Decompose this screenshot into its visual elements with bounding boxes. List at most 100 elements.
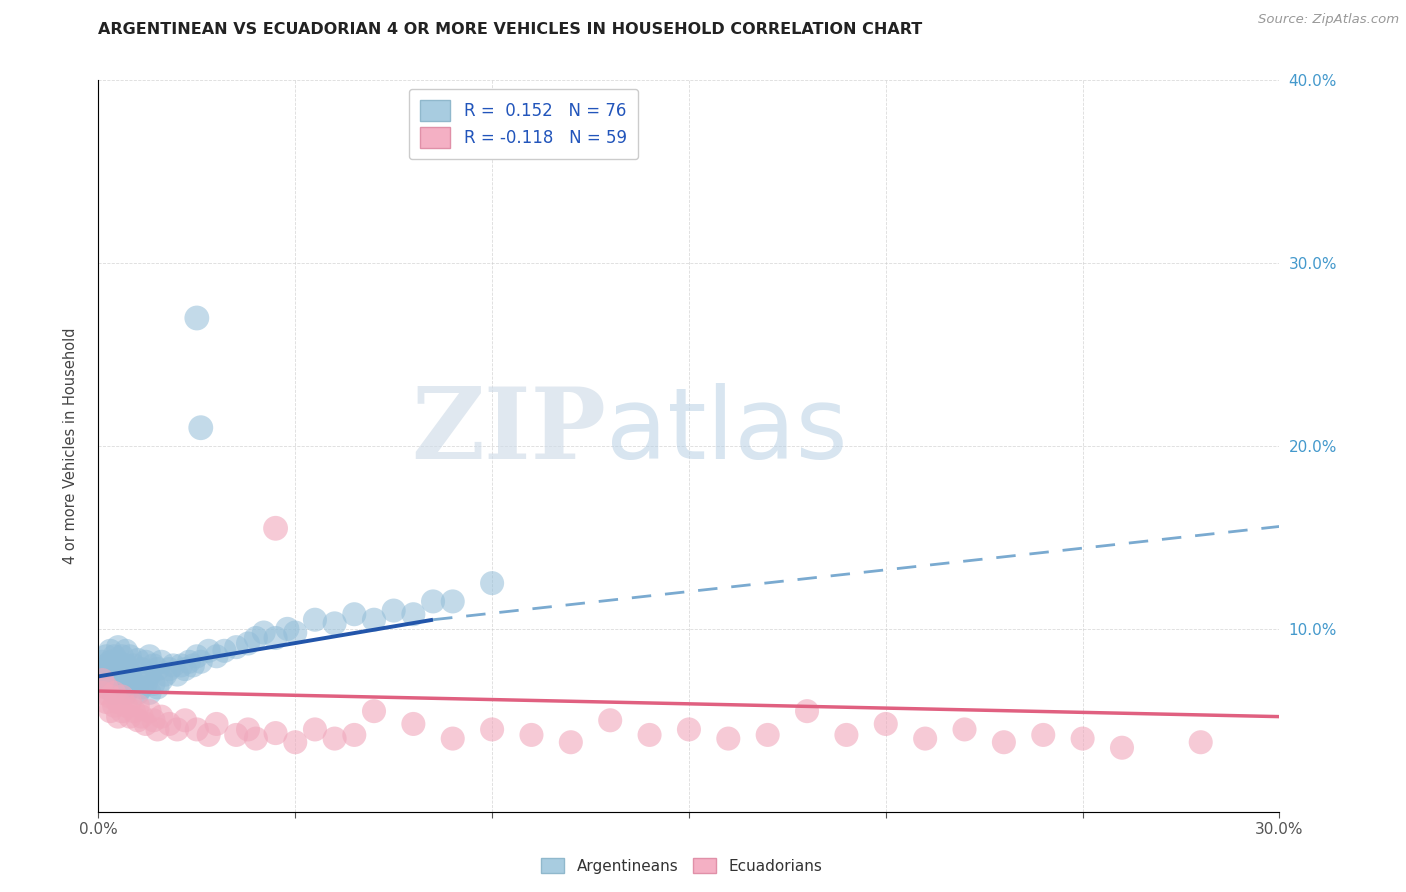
Point	[111, 676, 134, 690]
Point	[304, 723, 326, 737]
Point	[91, 673, 114, 687]
Point	[560, 735, 582, 749]
Point	[756, 728, 779, 742]
Point	[363, 704, 385, 718]
Point	[127, 671, 149, 685]
Point	[103, 686, 125, 700]
Point	[717, 731, 740, 746]
Point	[481, 723, 503, 737]
Point	[103, 698, 125, 713]
Point	[138, 704, 160, 718]
Legend: R =  0.152   N = 76, R = -0.118   N = 59: R = 0.152 N = 76, R = -0.118 N = 59	[409, 88, 638, 160]
Point	[1032, 728, 1054, 742]
Point	[115, 698, 138, 713]
Point	[638, 728, 661, 742]
Point	[142, 676, 165, 690]
Point	[98, 704, 121, 718]
Point	[107, 709, 129, 723]
Point	[91, 655, 114, 669]
Point	[520, 728, 543, 742]
Point	[264, 726, 287, 740]
Point	[481, 576, 503, 591]
Point	[103, 649, 125, 664]
Point	[264, 521, 287, 535]
Point	[166, 723, 188, 737]
Point	[115, 686, 138, 700]
Point	[103, 662, 125, 676]
Point	[150, 673, 173, 687]
Point	[402, 717, 425, 731]
Point	[98, 644, 121, 658]
Point	[422, 594, 444, 608]
Point	[127, 714, 149, 728]
Point	[181, 658, 204, 673]
Point	[1189, 735, 1212, 749]
Point	[107, 667, 129, 681]
Point	[323, 731, 346, 746]
Point	[131, 709, 153, 723]
Point	[98, 690, 121, 704]
Point	[96, 649, 118, 664]
Point	[98, 665, 121, 680]
Point	[245, 731, 267, 746]
Point	[138, 667, 160, 681]
Point	[174, 662, 197, 676]
Point	[115, 658, 138, 673]
Point	[170, 658, 193, 673]
Text: ZIP: ZIP	[412, 383, 606, 480]
Point	[343, 728, 366, 742]
Point	[138, 649, 160, 664]
Point	[174, 714, 197, 728]
Point	[914, 731, 936, 746]
Point	[135, 655, 157, 669]
Point	[225, 728, 247, 742]
Point	[402, 607, 425, 622]
Point	[186, 311, 208, 326]
Text: ARGENTINEAN VS ECUADORIAN 4 OR MORE VEHICLES IN HOUSEHOLD CORRELATION CHART: ARGENTINEAN VS ECUADORIAN 4 OR MORE VEHI…	[98, 22, 922, 37]
Point	[205, 717, 228, 731]
Point	[138, 686, 160, 700]
Point	[993, 735, 1015, 749]
Text: Source: ZipAtlas.com: Source: ZipAtlas.com	[1258, 13, 1399, 27]
Point	[135, 676, 157, 690]
Point	[98, 655, 121, 669]
Point	[304, 613, 326, 627]
Point	[166, 667, 188, 681]
Point	[157, 662, 180, 676]
Point	[107, 695, 129, 709]
Point	[205, 649, 228, 664]
Point	[284, 625, 307, 640]
Point	[835, 728, 858, 742]
Point	[96, 681, 118, 695]
Point	[197, 644, 219, 658]
Point	[1071, 731, 1094, 746]
Point	[1111, 740, 1133, 755]
Point	[135, 717, 157, 731]
Point	[118, 665, 141, 680]
Point	[253, 625, 276, 640]
Point	[118, 695, 141, 709]
Point	[118, 681, 141, 695]
Point	[214, 644, 236, 658]
Legend: Argentineans, Ecuadorians: Argentineans, Ecuadorians	[536, 852, 828, 880]
Y-axis label: 4 or more Vehicles in Household: 4 or more Vehicles in Household	[63, 327, 77, 565]
Point	[96, 695, 118, 709]
Point	[115, 673, 138, 687]
Point	[599, 714, 621, 728]
Point	[111, 662, 134, 676]
Point	[190, 421, 212, 435]
Point	[382, 603, 405, 617]
Point	[157, 717, 180, 731]
Point	[186, 649, 208, 664]
Point	[122, 658, 145, 673]
Point	[96, 667, 118, 681]
Point	[197, 728, 219, 742]
Point	[146, 723, 169, 737]
Point	[127, 686, 149, 700]
Point	[118, 649, 141, 664]
Point	[107, 655, 129, 669]
Point	[150, 709, 173, 723]
Point	[441, 731, 464, 746]
Point	[155, 667, 177, 681]
Point	[91, 673, 114, 687]
